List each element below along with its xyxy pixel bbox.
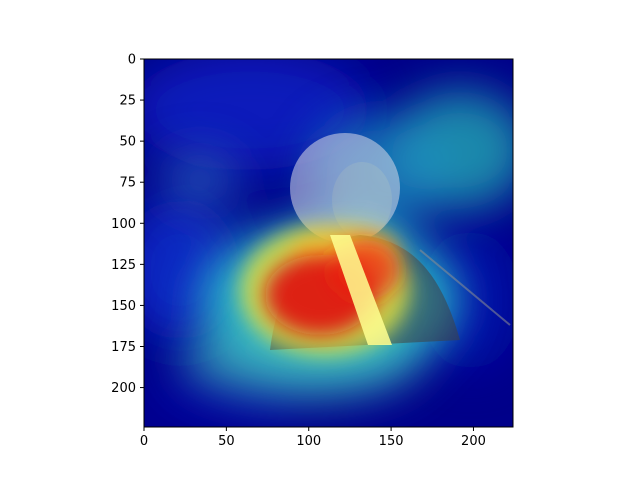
- y-tick-label: 175: [111, 340, 136, 355]
- photo-mic-stand: [419, 249, 511, 326]
- y-tick-label: 150: [111, 299, 136, 314]
- x-tick-label: 50: [218, 434, 235, 449]
- y-tick-label: 100: [111, 217, 136, 232]
- x-tick-label: 0: [140, 434, 148, 449]
- y-tick-label: 75: [119, 176, 136, 191]
- plot-area: [144, 59, 513, 427]
- photo-scarf-highlight: [330, 235, 392, 345]
- y-tick-label: 200: [111, 381, 136, 396]
- axes-frame: [143, 58, 514, 428]
- y-tick-label: 25: [119, 94, 136, 109]
- y-tick-label: 50: [119, 135, 136, 150]
- x-tick-label: 100: [296, 434, 321, 449]
- y-axis: 0 25 50 75 100 125 150 175 200: [111, 53, 144, 396]
- photo-face: [332, 162, 392, 238]
- y-tick-label: 125: [111, 258, 136, 273]
- x-tick-label: 200: [461, 434, 486, 449]
- x-axis: 0 50 100 150 200: [140, 427, 486, 449]
- y-tick-label: 0: [128, 53, 136, 68]
- x-tick-label: 150: [379, 434, 404, 449]
